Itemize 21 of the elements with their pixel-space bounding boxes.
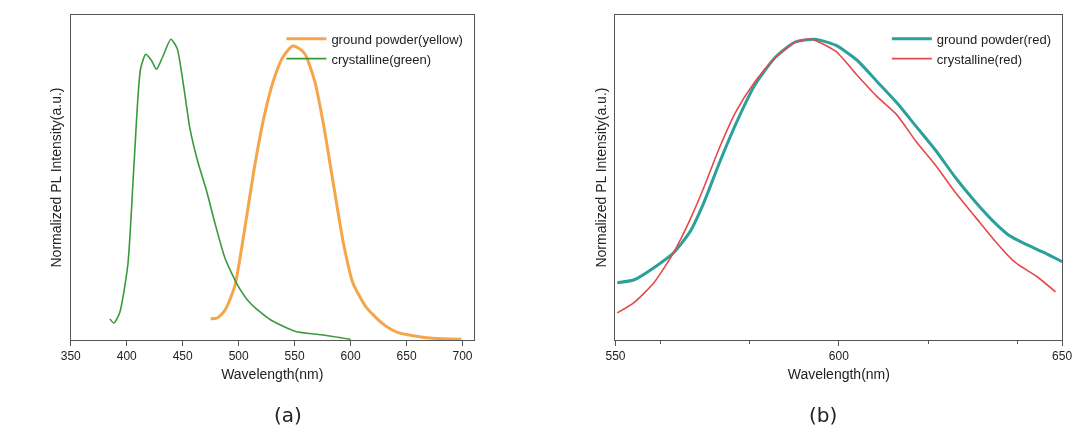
text: (b) <box>809 403 838 427</box>
x-axis-title: Wavelength(nm) <box>221 365 324 382</box>
x-tick-label: 650 <box>1052 349 1073 364</box>
x-axis-title: Wavelength(nm) <box>787 365 890 382</box>
x-tick-label: 700 <box>452 349 473 364</box>
x-tick-label: 550 <box>605 349 626 364</box>
x-tick-label: 650 <box>396 349 417 364</box>
legend-label: crystalline(green) <box>331 51 432 67</box>
x-tick-label: 600 <box>340 349 361 364</box>
x-tick-label: 400 <box>116 349 138 364</box>
x-tick-label: 600 <box>828 349 850 364</box>
y-axis-title: Normalized PL Intensity(a.u.) <box>593 87 610 268</box>
legend-label: ground powder(yellow) <box>331 31 463 47</box>
text: (a) <box>274 403 302 427</box>
x-tick-label: 550 <box>284 349 305 364</box>
x-tick-label: 350 <box>60 349 82 364</box>
x-tick-label: 500 <box>228 349 249 364</box>
legend-label: ground powder(red) <box>936 31 1051 47</box>
y-axis-title: Normalized PL Intensity(a.u.) <box>48 87 65 268</box>
legend-label: crystalline(red) <box>936 51 1023 67</box>
x-tick-label: 450 <box>172 349 194 364</box>
